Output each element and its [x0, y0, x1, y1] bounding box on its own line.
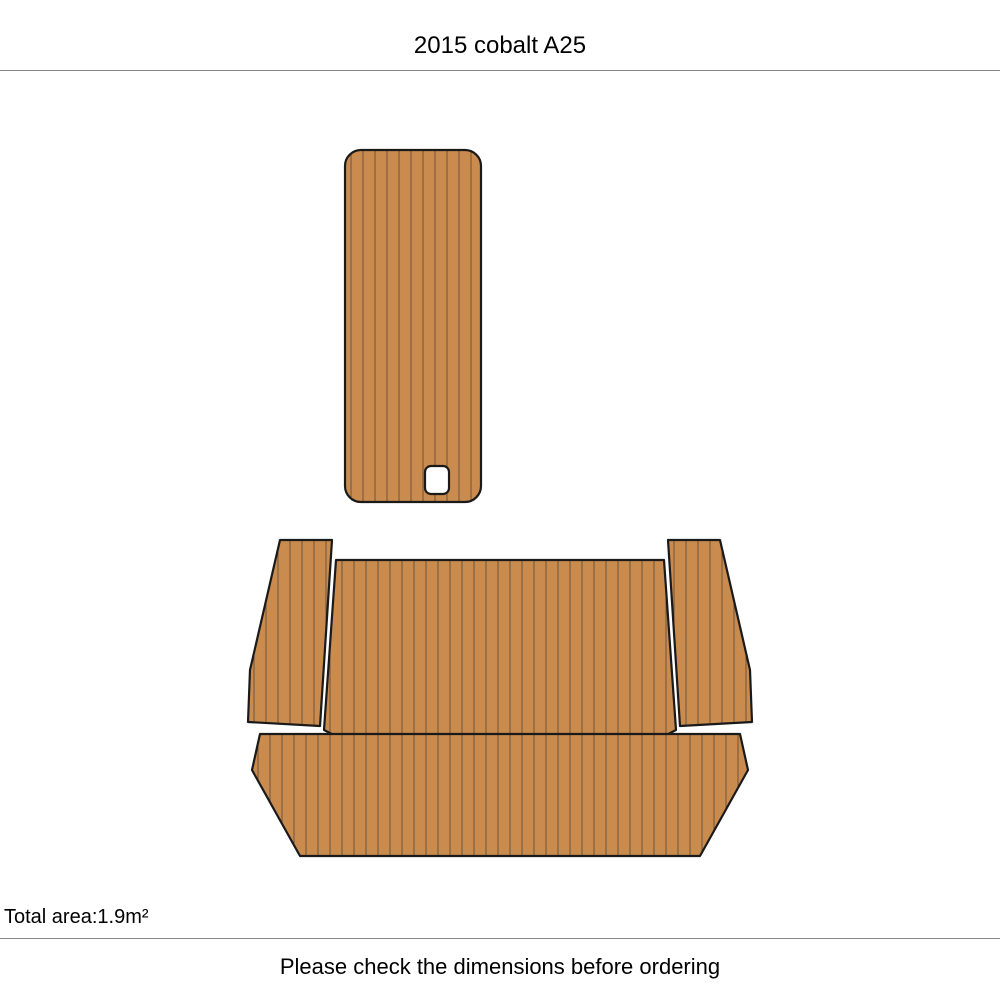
deck-layout-svg [0, 70, 1000, 890]
total-area-label: Total area:1.9m² [4, 906, 149, 929]
panel-wing-right [668, 536, 752, 730]
panel-platform-lower [252, 730, 748, 860]
divider-bottom [0, 938, 1000, 939]
panel-wing-left [248, 536, 332, 730]
diagram-canvas [0, 70, 1000, 890]
panel-step-top [345, 146, 481, 506]
footer-note: Please check the dimensions before order… [0, 954, 1000, 980]
page-title: 2015 cobalt A25 [0, 32, 1000, 60]
